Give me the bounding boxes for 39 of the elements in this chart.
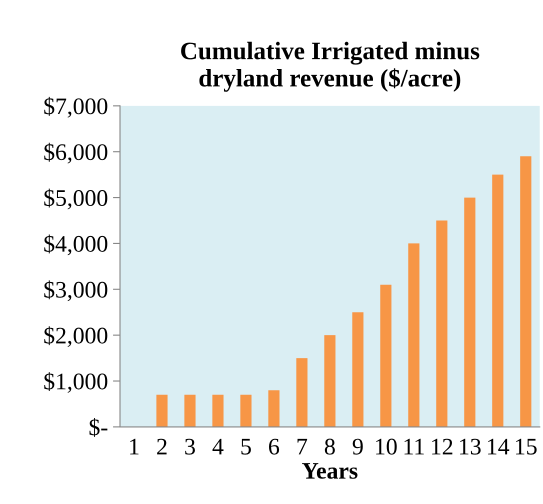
bar <box>380 284 392 427</box>
bar <box>156 394 168 427</box>
x-tick-label: 6 <box>269 438 280 455</box>
y-tick-label: $3,000 <box>44 280 108 302</box>
x-axis-title: Years <box>302 463 358 479</box>
chart-title: Cumulative Irrigated minus dryland revenue ($/acre) <box>181 42 480 92</box>
x-tick-label: 4 <box>212 438 224 454</box>
x-tick-label: 15 <box>516 438 537 455</box>
bar <box>492 174 504 427</box>
x-tick-label: 7 <box>298 438 308 454</box>
x-tick-label: 3 <box>185 438 195 455</box>
bar <box>408 243 420 427</box>
x-tick-label: 13 <box>460 438 481 455</box>
bar <box>324 335 336 427</box>
x-tick-label: 14 <box>488 438 510 454</box>
y-tick-label: $4,000 <box>44 234 108 256</box>
bar <box>268 390 280 427</box>
y-tick-label: $1,000 <box>44 372 108 393</box>
bar <box>296 358 308 427</box>
bar <box>464 198 476 427</box>
y-tick-label: $5,000 <box>44 188 108 210</box>
x-tick-label: 11 <box>404 438 424 454</box>
x-tick-label: 12 <box>432 438 452 454</box>
x-tick-label: 8 <box>324 438 335 455</box>
bar <box>184 394 196 427</box>
x-tick-label: 5 <box>241 438 251 455</box>
x-tick-label: 10 <box>376 438 397 455</box>
y-tick-label: $6,000 <box>44 142 108 164</box>
bar <box>520 156 532 427</box>
bar <box>436 220 448 427</box>
x-tick-label: 1 <box>130 438 138 454</box>
x-tick-label: 9 <box>352 438 363 455</box>
y-tick-label: $7,000 <box>44 96 108 118</box>
x-tick-label: 2 <box>157 438 167 454</box>
bar <box>352 312 364 427</box>
y-tick-label: $2,000 <box>44 326 108 347</box>
bar <box>240 394 252 427</box>
bar <box>212 394 224 427</box>
y-tick-label: $- <box>90 418 108 437</box>
